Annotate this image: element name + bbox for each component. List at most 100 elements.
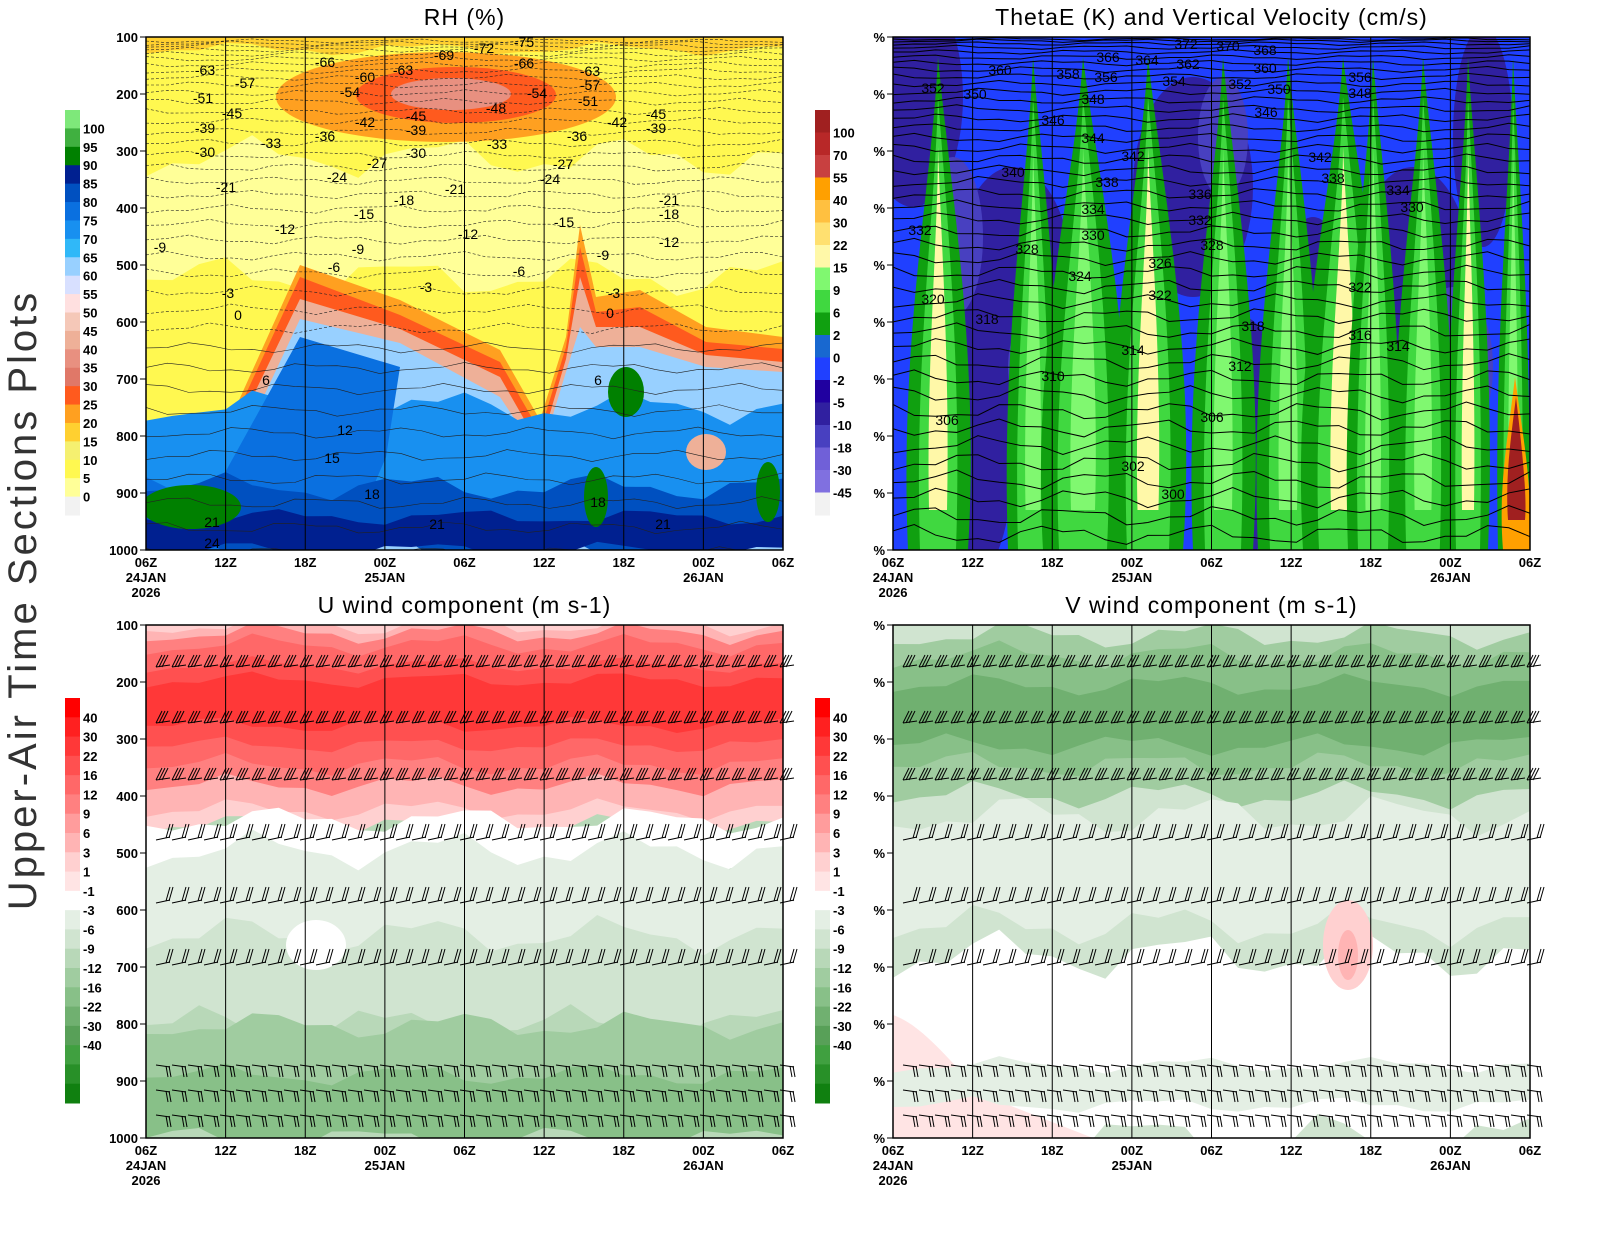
wind-barb bbox=[699, 948, 718, 966]
wind-barb bbox=[331, 654, 347, 668]
wind-barb bbox=[699, 1064, 716, 1078]
wind-barb bbox=[667, 1064, 684, 1078]
temperature-contour bbox=[146, 546, 738, 550]
wind-barb bbox=[715, 1064, 732, 1078]
wind-barb bbox=[491, 1089, 508, 1103]
colorbar-swatch bbox=[815, 698, 830, 718]
wind-barb bbox=[1254, 654, 1270, 668]
wind-barb bbox=[1350, 1114, 1367, 1128]
wind-barb bbox=[902, 823, 921, 841]
wind-barb bbox=[395, 948, 414, 966]
wind-barb bbox=[651, 1064, 668, 1078]
contour-label: -36 bbox=[567, 128, 587, 144]
contour-fill-band bbox=[756, 462, 780, 522]
temperature-contour bbox=[146, 61, 783, 68]
wind-barb bbox=[555, 886, 574, 904]
wind-barb bbox=[363, 1114, 380, 1128]
wind-barb bbox=[982, 1089, 999, 1103]
wind-barb bbox=[747, 654, 763, 668]
wind-barb bbox=[187, 948, 206, 966]
contour-label: 6 bbox=[262, 372, 270, 388]
colorbar-label: 2 bbox=[833, 328, 840, 343]
colorbar-swatch bbox=[815, 852, 830, 873]
y-tick-label: 1000 bbox=[109, 543, 138, 558]
wind-barb bbox=[331, 823, 350, 841]
wind-barb bbox=[587, 886, 606, 904]
wind-barb bbox=[427, 948, 446, 966]
contour-label: 354 bbox=[1162, 73, 1186, 89]
wind-barb bbox=[763, 886, 782, 904]
wind-barb bbox=[1126, 767, 1142, 781]
wind-barb bbox=[379, 823, 398, 841]
wind-barb bbox=[950, 886, 969, 904]
colorbar-swatch bbox=[815, 267, 830, 291]
wind-barb bbox=[998, 654, 1014, 668]
y-tick-label: % bbox=[873, 201, 885, 216]
wind-barb bbox=[619, 823, 638, 841]
colorbar-swatch bbox=[65, 478, 80, 498]
contour-label: 332 bbox=[908, 222, 932, 238]
wind-barb bbox=[491, 767, 507, 781]
wind-barb bbox=[299, 654, 315, 668]
colorbar-label: 40 bbox=[83, 342, 97, 357]
wind-barb bbox=[731, 710, 747, 724]
contour-label: 350 bbox=[963, 86, 987, 102]
wind-barb bbox=[966, 886, 985, 904]
wind-barb bbox=[331, 948, 350, 966]
colorbar-label: 50 bbox=[83, 306, 97, 321]
wind-barb bbox=[1510, 1114, 1527, 1128]
wind-barb bbox=[1382, 1064, 1399, 1078]
colorbar-label: 1 bbox=[833, 865, 840, 880]
contour-label: 314 bbox=[1386, 338, 1410, 354]
wind-barb bbox=[1206, 823, 1225, 841]
wind-barb bbox=[427, 823, 446, 841]
wind-barb bbox=[1222, 710, 1238, 724]
wind-barb bbox=[1030, 654, 1046, 668]
colorbar-label: 100 bbox=[83, 121, 105, 136]
wind-barb bbox=[1046, 886, 1065, 904]
contour-label: 326 bbox=[1148, 255, 1172, 271]
wind-barb bbox=[934, 1114, 951, 1128]
wind-barb bbox=[267, 823, 286, 841]
wind-barb bbox=[1158, 886, 1177, 904]
wind-barb bbox=[918, 654, 934, 668]
contour-label: -12 bbox=[659, 234, 679, 250]
wind-barb bbox=[651, 1114, 668, 1128]
wind-barb bbox=[934, 654, 950, 668]
contour-label: 324 bbox=[1068, 268, 1092, 284]
wind-barb bbox=[1462, 710, 1478, 724]
wind-barb bbox=[699, 654, 715, 668]
wind-barb bbox=[699, 1089, 716, 1103]
wind-barb bbox=[747, 823, 766, 841]
wind-barb bbox=[1334, 823, 1353, 841]
wind-barb bbox=[539, 948, 558, 966]
colorbar-swatch bbox=[815, 290, 830, 313]
wind-barb bbox=[699, 823, 718, 841]
wind-barb bbox=[1046, 767, 1062, 781]
wind-barb bbox=[395, 767, 411, 781]
wind-barb bbox=[699, 1114, 716, 1128]
wind-barb bbox=[187, 1064, 204, 1078]
wind-barb bbox=[603, 654, 619, 668]
wind-barb bbox=[1318, 886, 1337, 904]
wind-barb bbox=[555, 654, 571, 668]
wind-barb bbox=[1094, 1064, 1111, 1078]
wind-barb bbox=[523, 767, 539, 781]
wind-barb bbox=[918, 1089, 935, 1103]
wind-barb bbox=[715, 710, 731, 724]
colorbar-swatch bbox=[65, 183, 80, 203]
wind-barb bbox=[283, 823, 302, 841]
wind-barb bbox=[427, 1064, 444, 1078]
wind-barb bbox=[966, 823, 985, 841]
contour-label: -72 bbox=[474, 40, 494, 56]
wind-barb bbox=[1430, 654, 1446, 668]
wind-barb bbox=[347, 767, 363, 781]
wind-barb bbox=[1158, 710, 1174, 724]
contour-label: -36 bbox=[315, 128, 335, 144]
contour-label: 21 bbox=[655, 516, 671, 532]
wind-barb bbox=[667, 948, 686, 966]
wind-barb bbox=[667, 886, 686, 904]
contour-label: -63 bbox=[195, 62, 215, 78]
wind-barb bbox=[1078, 1064, 1095, 1078]
wind-barb bbox=[998, 1114, 1015, 1128]
